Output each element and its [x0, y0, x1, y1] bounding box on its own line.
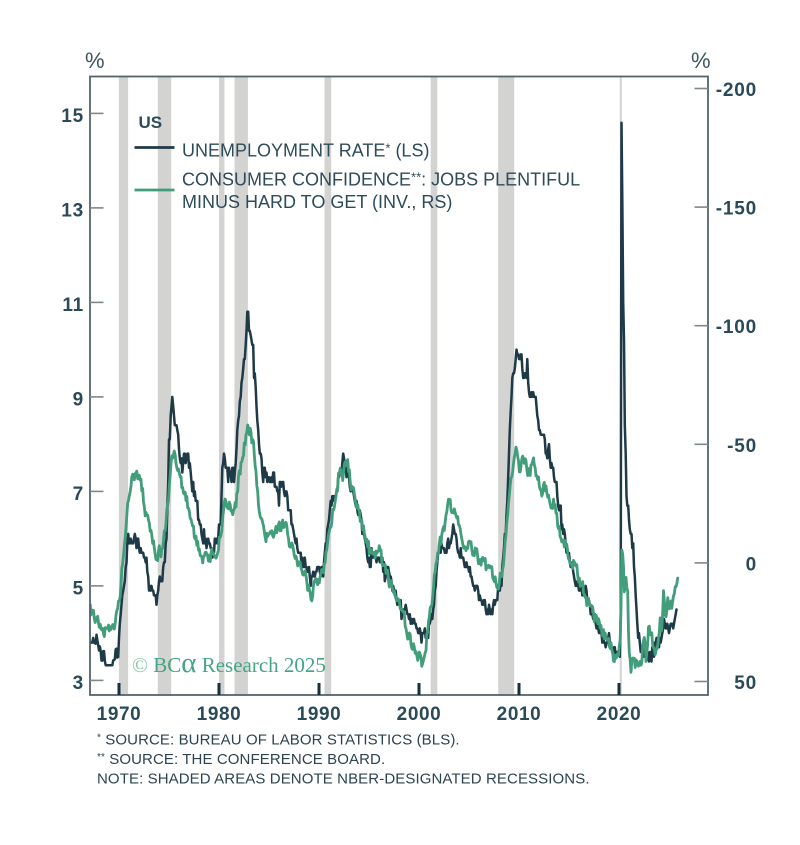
svg-text:-200: -200: [716, 80, 757, 101]
svg-text:-50: -50: [727, 436, 757, 457]
svg-text:© BCα Research 2025: © BCα Research 2025: [132, 647, 326, 679]
svg-text:0: 0: [746, 554, 757, 575]
svg-text:15: 15: [61, 106, 84, 127]
svg-text:3: 3: [73, 673, 84, 694]
svg-text:CONSUMER CONFIDENCE**: JOBS PL: CONSUMER CONFIDENCE**: JOBS PLENTIFUL: [182, 170, 580, 190]
svg-text:2000: 2000: [397, 704, 442, 725]
svg-text:UNEMPLOYMENT RATE* (LS): UNEMPLOYMENT RATE* (LS): [182, 141, 429, 161]
svg-text:%: %: [85, 48, 105, 73]
svg-text:* SOURCE: BUREAU OF LABOR STA: * SOURCE: BUREAU OF LABOR STATISTICS (BL…: [97, 732, 460, 749]
svg-text:** SOURCE: THE CONFERENCE BOAR: ** SOURCE: THE CONFERENCE BOARD.: [97, 751, 385, 768]
svg-text:-150: -150: [716, 199, 757, 220]
svg-text:9: 9: [73, 389, 84, 410]
svg-text:11: 11: [62, 295, 84, 316]
svg-text:1970: 1970: [97, 704, 142, 725]
svg-text:%: %: [691, 48, 711, 73]
svg-text:MINUS HARD TO GET (INV., RS): MINUS HARD TO GET (INV., RS): [182, 192, 452, 212]
svg-text:1980: 1980: [197, 704, 242, 725]
svg-text:2020: 2020: [597, 704, 642, 725]
svg-text:13: 13: [61, 200, 84, 221]
svg-text:7: 7: [73, 484, 84, 505]
svg-text:-100: -100: [716, 317, 757, 338]
svg-text:50: 50: [734, 673, 757, 694]
svg-text:NOTE: SHADED AREAS DENOTE NBER: NOTE: SHADED AREAS DENOTE NBER-DESIGNATE…: [97, 771, 590, 788]
svg-text:1990: 1990: [297, 704, 342, 725]
svg-text:5: 5: [73, 578, 84, 599]
svg-text:US: US: [139, 113, 163, 132]
svg-text:2010: 2010: [497, 704, 542, 725]
